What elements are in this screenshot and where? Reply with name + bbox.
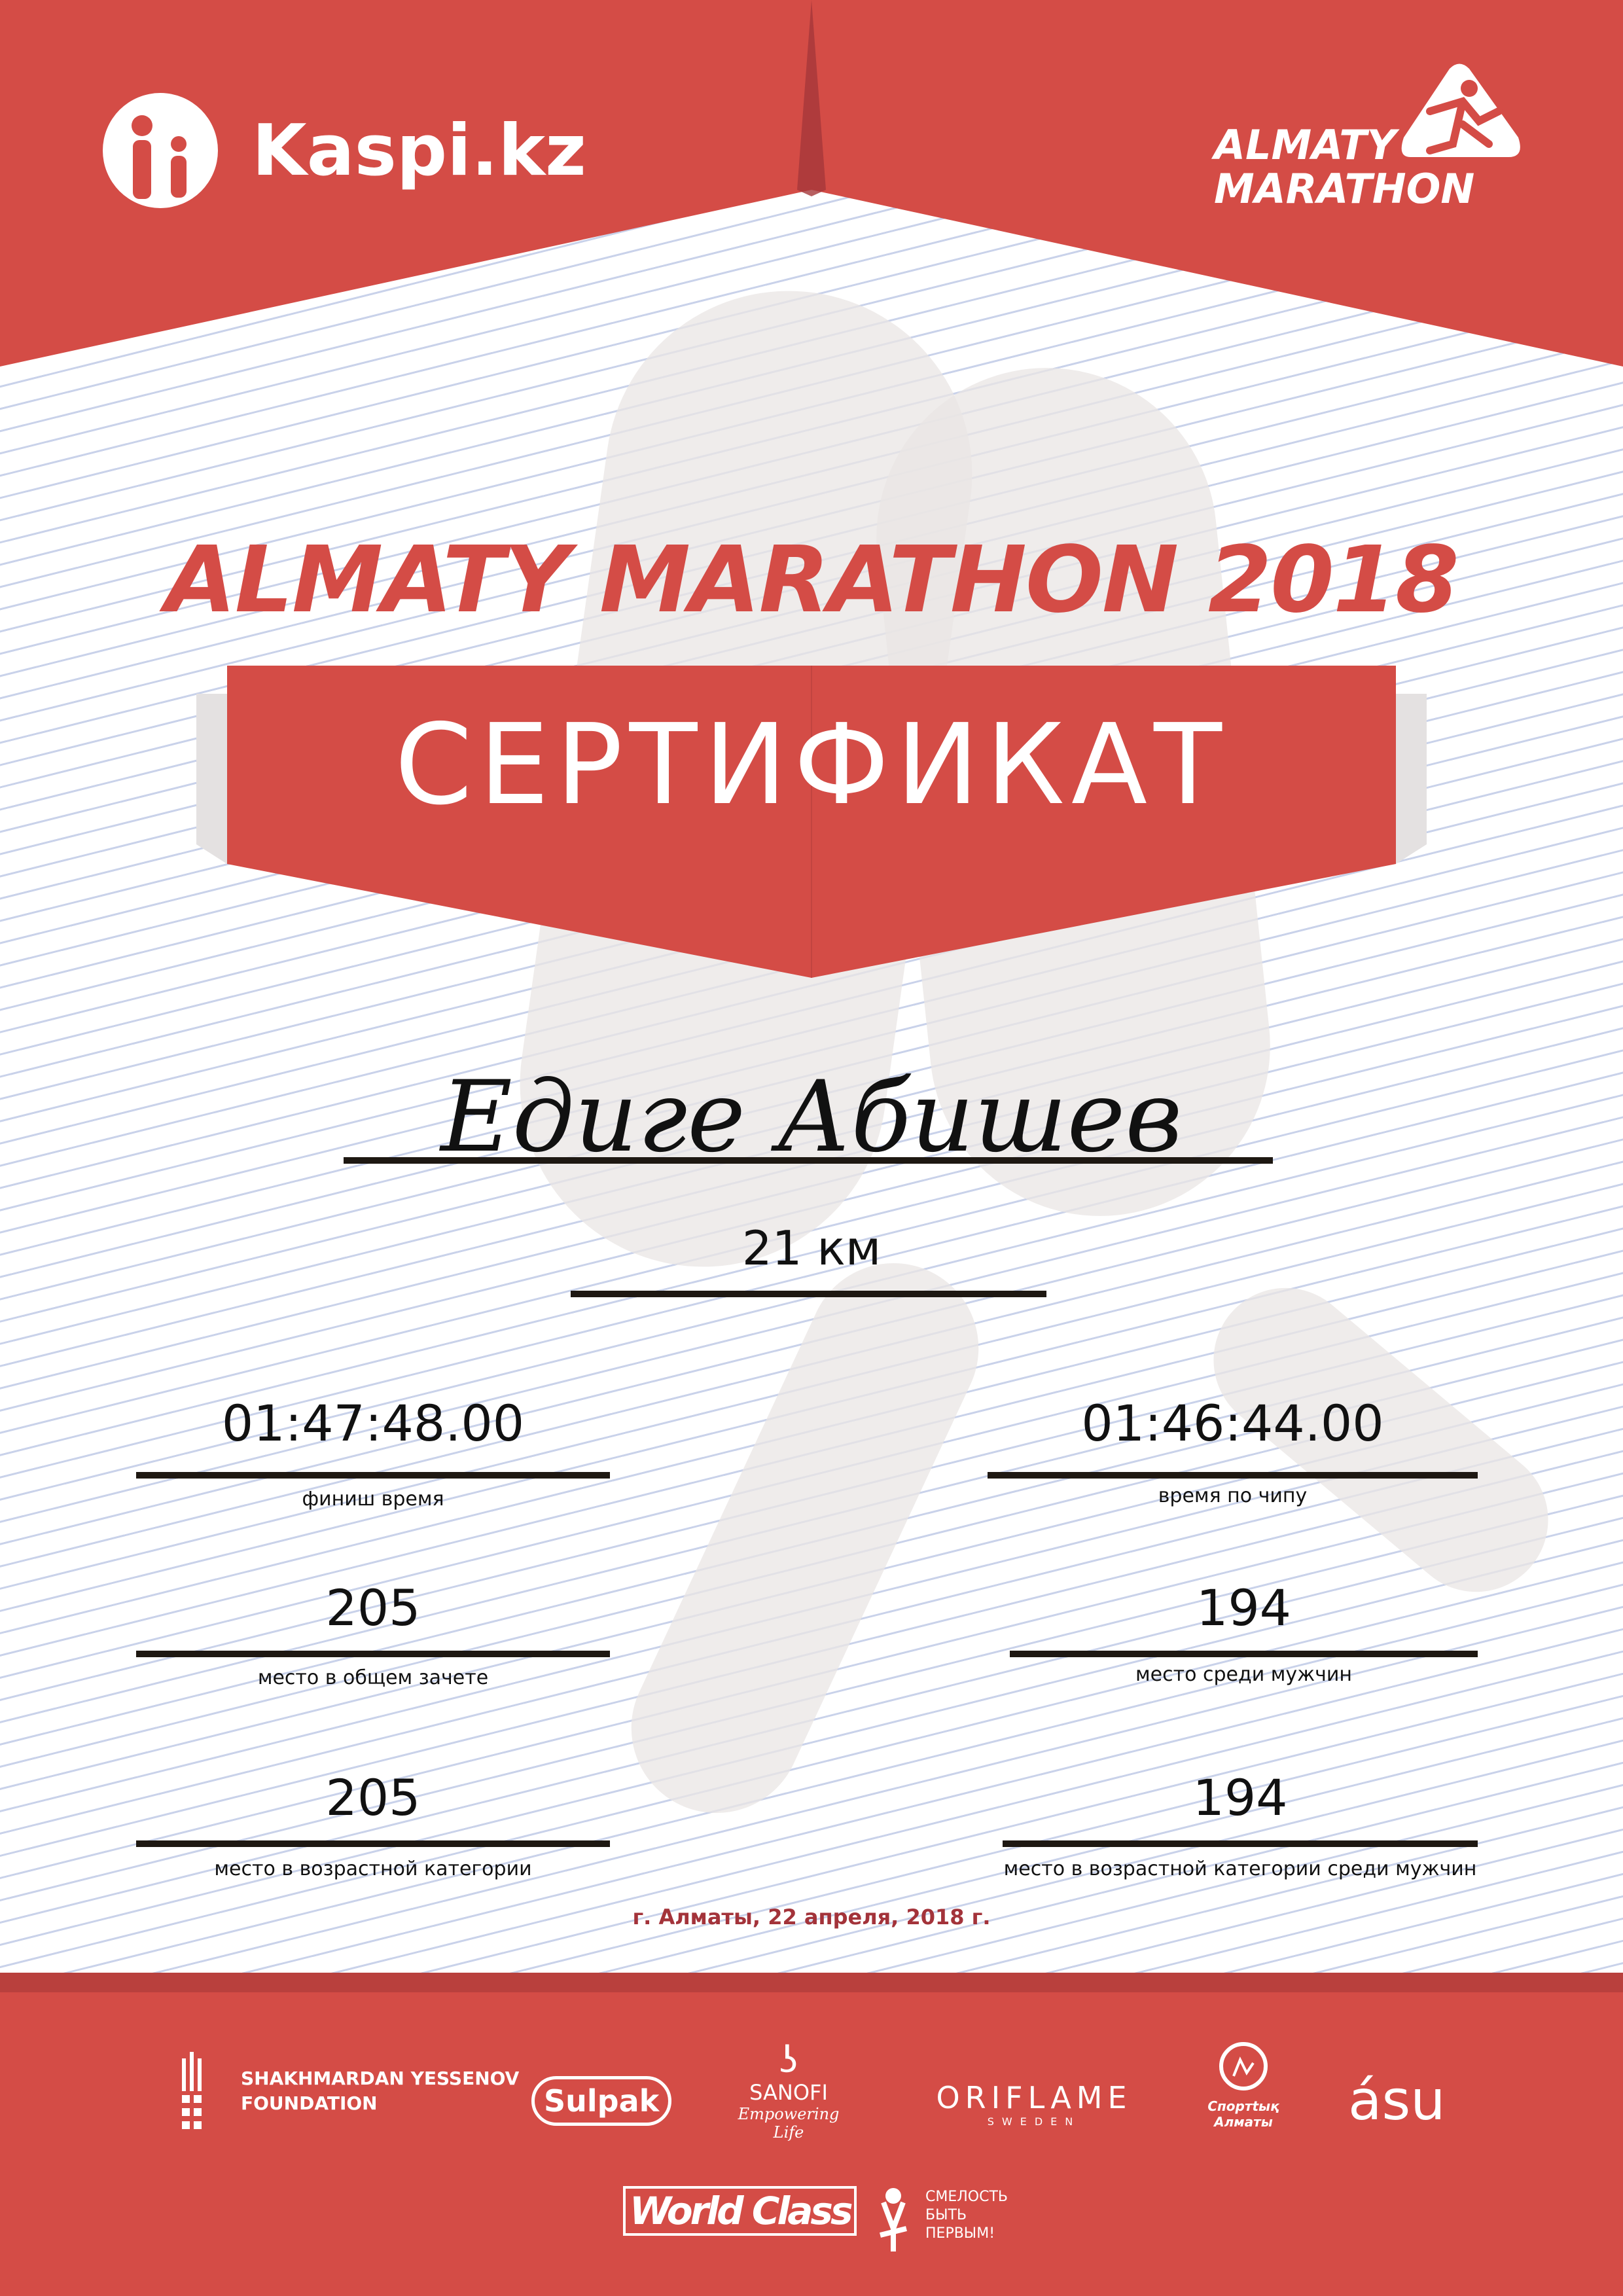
- sanofi-tagline: Empowering Life: [738, 2105, 840, 2142]
- age-category-male-place-label: место в возрастной категории среди мужчи…: [1003, 1857, 1477, 1880]
- header-band: [0, 0, 1623, 367]
- age-category-place: 205: [325, 1768, 421, 1827]
- kaspi-logo: Kaspi.kz: [95, 92, 586, 209]
- overall-place: 205: [325, 1579, 421, 1637]
- fund-line3: ПЕРВЫМ!: [925, 2225, 995, 2242]
- male-place: 194: [1196, 1579, 1292, 1637]
- distance-underline: [571, 1291, 1046, 1297]
- fund-line1: СМЕЛОСТЬ: [925, 2189, 1008, 2205]
- result-underline: [988, 1472, 1478, 1479]
- kaspi-logo-icon: [103, 93, 218, 208]
- age-category-male-place: 194: [1192, 1768, 1288, 1827]
- oriflame-text: ORIFLAME: [936, 2080, 1132, 2115]
- sanofi-bird-icon: ʖ: [779, 2039, 798, 2081]
- sport-almaty-line2: Алматы: [1214, 2114, 1273, 2130]
- sport-almaty-line1: Спортtық: [1207, 2098, 1279, 2114]
- corporate-fund-logo: СМЕЛОСТЬ БЫТЬ ПЕРВЫМ!: [870, 2176, 1008, 2255]
- event-title: ALMATY MARATHON 2018: [165, 527, 1459, 634]
- name-underline: [344, 1157, 1273, 1164]
- result-underline: [1010, 1651, 1478, 1657]
- kaspi-logo-text: Kaspi.kz: [252, 109, 586, 192]
- participant-name: Едиге Абишев: [440, 1060, 1183, 1174]
- asu-logo: ásu: [1348, 2068, 1446, 2132]
- sanofi-text: SANOFI: [749, 2080, 828, 2105]
- logo-text-marathon: MARATHON: [1214, 165, 1475, 213]
- yessenov-line2: FOUNDATION: [241, 2092, 378, 2114]
- fund-figure-icon: [880, 2188, 907, 2251]
- age-category-place-label: место в возрастной категории: [214, 1857, 532, 1880]
- logo-text-almaty: ALMATY: [1214, 121, 1397, 169]
- sport-almaty-emblem-icon: [1219, 2042, 1268, 2090]
- oriflame-sweden: SWEDEN: [987, 2115, 1081, 2128]
- overall-place-label: место в общем зачете: [257, 1666, 489, 1689]
- certificate-heading: СЕРТИФИКАТ: [395, 700, 1228, 830]
- world-class-logo: World Class: [623, 2186, 857, 2236]
- sulpak-logo: Sulpak: [531, 2076, 672, 2126]
- oriflame-logo: ORIFLAME SWEDEN: [924, 2080, 1144, 2128]
- finish-time: 01:47:48.00: [221, 1394, 525, 1452]
- certificate-banner: [196, 666, 1427, 978]
- almaty-marathon-logo: ALMATY MARATHON: [1214, 59, 1528, 216]
- finish-time-label: финиш время: [302, 1488, 444, 1511]
- result-underline: [1003, 1840, 1478, 1847]
- distance: 21 км: [741, 1221, 882, 1276]
- sanofi-logo: ʖ SANOFI Empowering Life: [726, 2041, 851, 2142]
- result-underline: [136, 1840, 610, 1847]
- yessenov-logo-icon: [182, 2052, 202, 2129]
- chip-time-label: время по чипу: [1158, 1484, 1308, 1507]
- date-place: г. Алматы, 22 апреля, 2018 г.: [632, 1905, 991, 1929]
- fund-line2: БЫТЬ: [925, 2207, 967, 2223]
- male-place-label: место среди мужчин: [1135, 1663, 1352, 1686]
- yessenov-foundation-logo: SHAKHMARDAN YESSENOV FOUNDATION: [182, 2052, 519, 2130]
- result-underline: [136, 1651, 610, 1657]
- chip-time: 01:46:44.00: [1081, 1394, 1384, 1452]
- result-underline: [136, 1472, 610, 1479]
- footer-band: [0, 1973, 1623, 2296]
- yessenov-line1: SHAKHMARDAN YESSENOV: [241, 2068, 520, 2089]
- sport-almaty-logo: Спортtық Алматы: [1198, 2037, 1289, 2130]
- runner-logo-icon: [1401, 63, 1520, 157]
